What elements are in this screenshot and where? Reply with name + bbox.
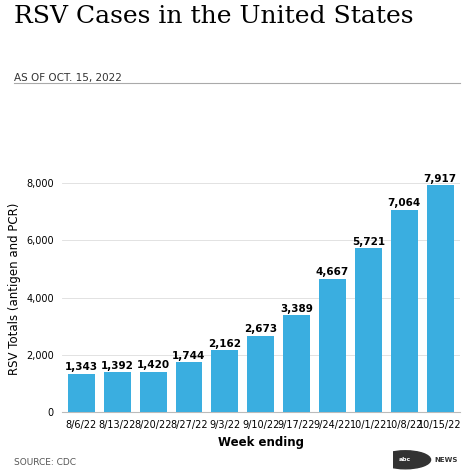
Bar	[283, 315, 310, 412]
Text: 7,917: 7,917	[423, 174, 456, 184]
Bar	[175, 363, 202, 412]
Text: 2,162: 2,162	[209, 339, 241, 349]
Text: RSV Cases in the United States: RSV Cases in the United States	[14, 5, 414, 28]
Text: AS OF OCT. 15, 2022: AS OF OCT. 15, 2022	[14, 73, 122, 83]
Y-axis label: RSV Totals (antigen and PCR): RSV Totals (antigen and PCR)	[8, 203, 21, 375]
Bar	[427, 185, 454, 412]
X-axis label: Week ending: Week ending	[218, 436, 304, 448]
Text: 1,392: 1,392	[101, 361, 134, 371]
Text: 2,673: 2,673	[244, 324, 277, 334]
Text: abc: abc	[399, 457, 411, 462]
Text: 1,420: 1,420	[137, 360, 170, 370]
Text: 5,721: 5,721	[352, 237, 385, 246]
Bar	[247, 336, 274, 412]
Circle shape	[380, 451, 430, 469]
Bar	[104, 373, 131, 412]
Text: NEWS: NEWS	[435, 457, 458, 463]
Text: 7,064: 7,064	[388, 198, 421, 208]
Text: SOURCE: CDC: SOURCE: CDC	[14, 458, 76, 467]
Bar	[68, 374, 95, 412]
Bar	[211, 350, 238, 412]
Text: 1,744: 1,744	[172, 351, 206, 361]
Text: 3,389: 3,389	[280, 303, 313, 313]
Bar	[355, 248, 382, 412]
Bar	[319, 279, 346, 412]
Bar	[391, 210, 418, 412]
Text: 1,343: 1,343	[65, 362, 98, 372]
Bar	[140, 372, 166, 412]
Text: 4,667: 4,667	[316, 267, 349, 277]
